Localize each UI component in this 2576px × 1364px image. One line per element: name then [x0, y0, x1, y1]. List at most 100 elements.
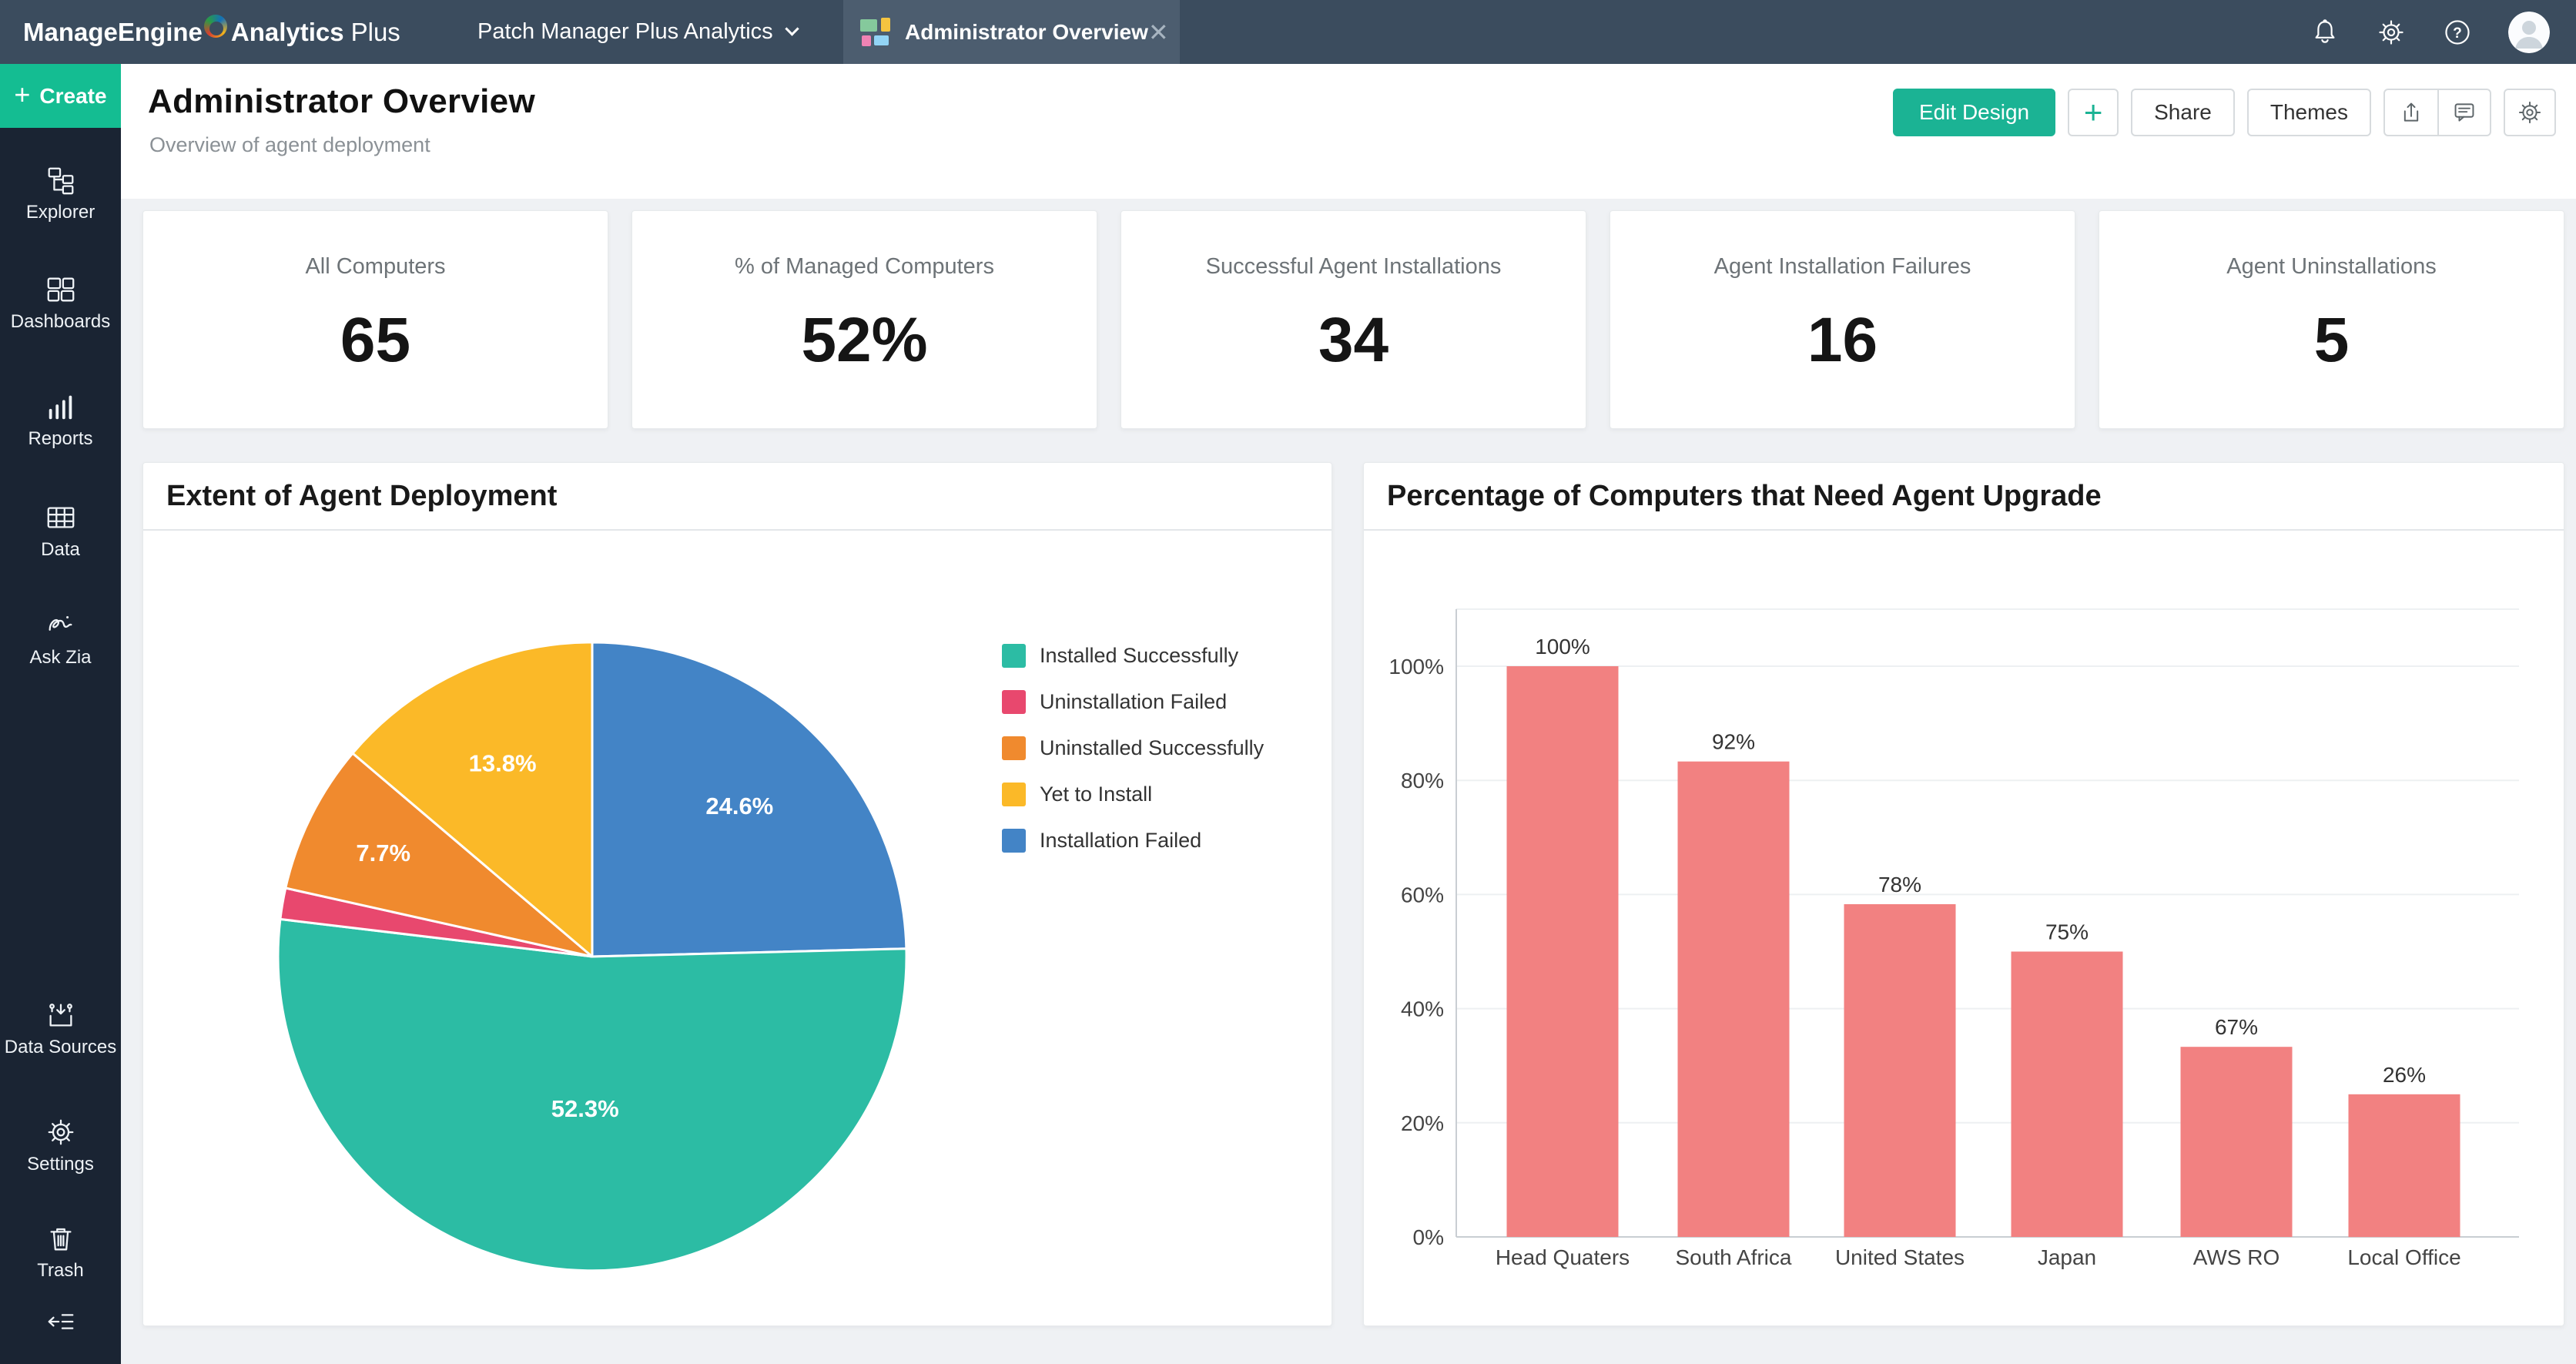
- workspace-selector[interactable]: Patch Manager Plus Analytics: [477, 0, 799, 64]
- x-category-label: Local Office: [2347, 1245, 2460, 1269]
- reports-icon: [45, 395, 77, 426]
- pie-slice-uninstalled-successfully[interactable]: [284, 752, 594, 958]
- y-tick-label: 40%: [1401, 997, 1444, 1021]
- legend-item-uninstalled-successfully[interactable]: Uninstalled Successfully: [1002, 736, 1264, 760]
- pie-panel-title: Extent of Agent Deployment: [143, 463, 1332, 531]
- legend-item-installed-successfully[interactable]: Installed Successfully: [1002, 644, 1264, 668]
- export-comment-group: [2383, 89, 2491, 136]
- bar-local-office[interactable]: [2348, 1094, 2460, 1238]
- svg-text:?: ?: [2453, 25, 2462, 41]
- user-avatar[interactable]: [2508, 11, 2550, 53]
- tab-close-icon[interactable]: ✕: [1147, 18, 1169, 46]
- charts-row: Extent of Agent Deployment 24.6% 52.3% 7.7…: [142, 462, 2564, 1326]
- main-area: Administrator Overview Overview of agent…: [121, 64, 2576, 1364]
- bar-value-label: 78%: [1878, 873, 1921, 896]
- legend-swatch: [1002, 644, 1026, 668]
- pie-slice-installed-successfully[interactable]: [276, 917, 908, 1272]
- sidebar-item-data-sources[interactable]: Data Sources: [0, 999, 121, 1058]
- sidebar-item-explorer[interactable]: Explorer: [0, 164, 121, 223]
- brand-analytics: Analytics: [230, 17, 344, 46]
- pie-slice-installation-failed[interactable]: [591, 641, 908, 958]
- add-widget-button[interactable]: +: [2068, 89, 2119, 136]
- header-actions: Edit Design + Share Themes: [1892, 89, 2556, 136]
- page-subtitle: Overview of agent deployment: [149, 133, 430, 156]
- kpi-card-successful-agent-installations[interactable]: Successful Agent Installations 34: [1121, 210, 1586, 429]
- kpi-row: All Computers 65 % of Managed Computers …: [142, 210, 2564, 429]
- datasources-icon: [45, 1004, 77, 1034]
- settings-icon: [45, 1119, 77, 1151]
- bar-value-label: 67%: [2215, 1015, 2258, 1039]
- chevron-down-icon: [784, 22, 799, 36]
- dashboards-icon: [45, 277, 77, 309]
- sidebar-item-reports[interactable]: Reports: [0, 390, 121, 450]
- brand-plus: Plus: [350, 17, 400, 46]
- x-category-label: United States: [1835, 1245, 1965, 1269]
- y-tick-label: 0%: [1413, 1225, 1444, 1249]
- trash-icon: [45, 1228, 77, 1258]
- page-header: Administrator Overview Overview of agent…: [121, 64, 2576, 199]
- brand-manageengine: ManageEngine: [23, 17, 203, 46]
- bar-value-label: 92%: [1712, 730, 1755, 754]
- pie-slice-yet-to-install[interactable]: [351, 641, 594, 958]
- y-tick-label: 60%: [1401, 883, 1444, 907]
- x-category-label: AWS RO: [2193, 1245, 2280, 1269]
- legend-item-yet-to-install[interactable]: Yet to Install: [1002, 783, 1264, 806]
- bar-head-quaters[interactable]: [1506, 666, 1619, 1237]
- create-button-label: Create: [39, 83, 107, 108]
- pie-data-label: 52.3%: [551, 1095, 619, 1122]
- pie-data-label: 24.6%: [705, 793, 773, 819]
- export-icon[interactable]: [2385, 90, 2437, 135]
- manageengine-swirl-icon: [203, 14, 227, 38]
- comment-icon[interactable]: [2437, 90, 2490, 135]
- pie-chart: 24.6% 52.3% 7.7% 13.8%: [276, 641, 908, 1272]
- x-category-label: Japan: [2038, 1245, 2096, 1269]
- explorer-icon: [45, 167, 77, 199]
- themes-button[interactable]: Themes: [2246, 89, 2371, 136]
- legend-swatch: [1002, 829, 1026, 853]
- top-bar: ManageEngine Analytics Plus Patch Manage…: [0, 0, 2576, 64]
- manageengine-logo: ManageEngine Analytics Plus: [23, 0, 400, 64]
- dashboard-content: All Computers 65 % of Managed Computers …: [121, 199, 2576, 1364]
- dashboard-tiles-icon: [860, 16, 893, 49]
- plus-icon: +: [14, 79, 31, 110]
- gear-icon[interactable]: [2376, 17, 2407, 48]
- y-tick-label: 20%: [1401, 1111, 1444, 1135]
- zia-icon: [45, 615, 77, 645]
- help-icon[interactable]: ?: [2442, 17, 2473, 48]
- bar-panel-title: Percentage of Computers that Need Agent …: [1364, 463, 2564, 531]
- sidebar-item-settings[interactable]: Settings: [0, 1116, 121, 1175]
- legend-item-uninstallation-failed[interactable]: Uninstallation Failed: [1002, 690, 1264, 714]
- bar-value-label: 26%: [2383, 1063, 2426, 1087]
- tab-title: Administrator Overview: [905, 19, 1148, 44]
- x-category-label: Head Quaters: [1496, 1245, 1630, 1269]
- topbar-actions: ?: [2310, 0, 2550, 64]
- sidebar: + Create Explorer Dashboards Reports Dat…: [0, 64, 121, 1364]
- sidebar-item-dashboards[interactable]: Dashboards: [0, 273, 121, 333]
- pie-chart-panel: Extent of Agent Deployment 24.6% 52.3% 7.7…: [142, 462, 1332, 1326]
- data-icon: [45, 507, 77, 537]
- create-button[interactable]: + Create: [0, 64, 121, 128]
- bar-south-africa[interactable]: [1677, 761, 1790, 1237]
- bar-united-states[interactable]: [1844, 904, 1956, 1237]
- bar-value-label: 75%: [2045, 920, 2089, 944]
- page-title: Administrator Overview: [148, 82, 535, 120]
- bar-aws-ro[interactable]: [2180, 1047, 2293, 1237]
- kpi-card-agent-uninstallations[interactable]: Agent Uninstallations 5: [2099, 210, 2564, 429]
- tab-administrator-overview[interactable]: Administrator Overview ✕: [843, 0, 1180, 64]
- sidebar-item-ask-zia[interactable]: Ask Zia: [0, 609, 121, 669]
- bar-japan[interactable]: [2011, 951, 2123, 1238]
- pie-data-label: 7.7%: [356, 840, 410, 866]
- sidebar-item-data[interactable]: Data: [0, 501, 121, 561]
- kpi-card-all-computers[interactable]: All Computers 65: [142, 210, 608, 429]
- sidebar-item-trash[interactable]: Trash: [0, 1222, 121, 1282]
- kpi-card-agent-installation-failures[interactable]: Agent Installation Failures 16: [1610, 210, 2075, 429]
- dashboard-settings-icon[interactable]: [2504, 89, 2556, 136]
- collapse-sidebar-button[interactable]: [0, 1305, 121, 1342]
- share-button[interactable]: Share: [2131, 89, 2235, 136]
- edit-design-button[interactable]: Edit Design: [1892, 89, 2056, 136]
- bell-icon[interactable]: [2310, 17, 2340, 48]
- kpi-card--of-managed-computers[interactable]: % of Managed Computers 52%: [631, 210, 1097, 429]
- pie-legend: Installed Successfully Uninstallation Fa…: [1002, 644, 1264, 875]
- legend-item-installation-failed[interactable]: Installation Failed: [1002, 829, 1264, 853]
- x-category-label: South Africa: [1676, 1245, 1792, 1269]
